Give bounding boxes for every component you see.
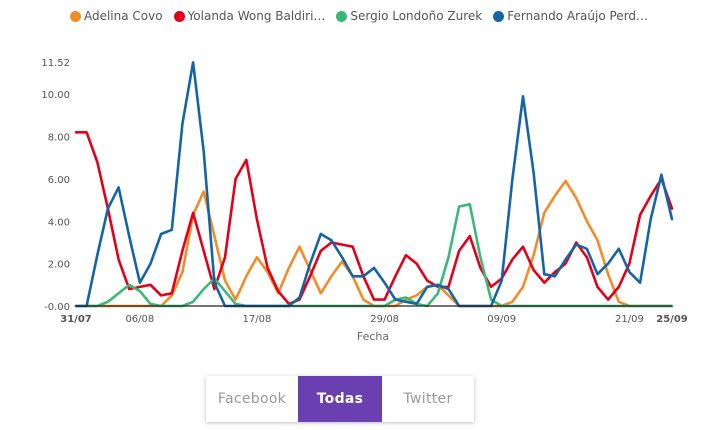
- x-tick-label: 17/08: [243, 314, 272, 325]
- legend-dot-icon: [173, 10, 185, 22]
- legend-label: Adelina Covo: [83, 9, 163, 23]
- x-tick-label: 21/09: [615, 314, 644, 325]
- y-tick-label: 11.52: [41, 58, 70, 69]
- legend-dot-icon: [493, 10, 505, 22]
- legend-item-sergio-londono[interactable]: Sergio Londoño Zurek: [336, 9, 482, 23]
- series-line: [74, 179, 674, 308]
- series-line: [74, 131, 674, 306]
- x-axis-title: Fecha: [356, 330, 390, 343]
- legend-label: Sergio Londoño Zurek: [350, 9, 483, 23]
- y-tick-label: 8.00: [48, 133, 70, 144]
- series-line: [74, 203, 674, 308]
- y-tick-label: 10.00: [41, 90, 70, 101]
- source-tabs: Facebook Todas Twitter: [206, 376, 474, 422]
- legend-label: Yolanda Wong Baldiri…: [187, 9, 326, 23]
- tab-todas[interactable]: Todas: [298, 376, 382, 422]
- legend-item-fernando-araujo[interactable]: Fernando Araújo Perd…: [493, 9, 648, 23]
- x-tick-label: 06/08: [125, 314, 154, 325]
- tab-twitter[interactable]: Twitter: [403, 391, 453, 407]
- y-tick-label: 2.00: [48, 260, 70, 271]
- legend-label: Fernando Araújo Perd…: [507, 9, 649, 23]
- x-tick-label: 09/09: [487, 314, 516, 325]
- y-tick-label: 6.00: [48, 175, 70, 186]
- legend-dot-icon: [69, 10, 81, 22]
- x-tick-label: 31/07: [60, 314, 92, 325]
- line-chart: -0.00 2.00 4.00 6.00 8.00 10.00 11.52 31/07 06/0…: [41, 58, 688, 325]
- y-tick-label: 4.00: [48, 217, 70, 228]
- x-tick-label: 25/09: [656, 314, 688, 325]
- x-tick-label: 29/08: [370, 314, 399, 325]
- legend-dot-icon: [336, 10, 348, 22]
- legend-item-yolanda-wong[interactable]: Yolanda Wong Baldiri…: [173, 9, 326, 23]
- y-tick-label: -0.00: [44, 302, 70, 313]
- series-line: [74, 61, 674, 308]
- legend-item-adelina-covo[interactable]: Adelina Covo: [69, 9, 163, 23]
- chart-legend: Adelina Covo Yolanda Wong Baldiri… Sergi…: [0, 9, 718, 23]
- tab-facebook[interactable]: Facebook: [217, 391, 287, 407]
